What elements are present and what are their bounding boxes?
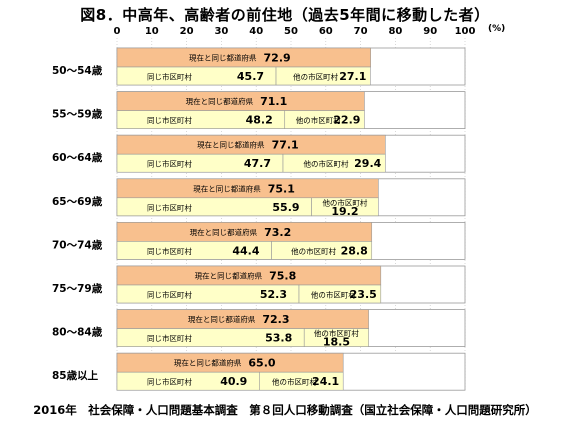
same-city-label: 同じ市区町村 <box>147 333 192 343</box>
other-city-value: 28.8 <box>341 244 368 257</box>
tick-label: 20 <box>180 26 194 37</box>
tick-label: 40 <box>249 26 263 37</box>
same-city-label: 同じ市区町村 <box>147 159 192 169</box>
tick-label: 60 <box>319 26 333 37</box>
same-city-label: 同じ市区町村 <box>147 246 192 256</box>
prefecture-label: 現在と同じ都道府県 <box>189 53 257 63</box>
other-city-label: 他の市区町村 <box>322 197 367 207</box>
prefecture-value: 75.8 <box>269 270 296 283</box>
same-city-value: 45.7 <box>237 70 264 83</box>
other-city-value: 24.1 <box>312 375 339 388</box>
same-city-value: 48.2 <box>246 114 273 127</box>
tick-label: 10 <box>145 26 159 37</box>
prefecture-label: 現在と同じ都道府県 <box>197 140 265 150</box>
category-label: 50～54歳 <box>52 64 103 77</box>
prefecture-value: 71.1 <box>260 95 287 108</box>
other-city-label: 他の市区町村 <box>303 159 348 169</box>
bar-row: 50～54歳 現在と同じ都道府県 72.9 同じ市区町村 45.7 他の市区町村 27.1 <box>52 47 466 86</box>
prefecture-value: 72.3 <box>262 313 289 326</box>
prefecture-label: 現在と同じ都道府県 <box>193 183 261 193</box>
prefecture-label: 現在と同じ都道府県 <box>186 96 254 106</box>
category-label: 80～84歳 <box>52 326 103 339</box>
same-city-label: 同じ市区町村 <box>147 202 192 212</box>
other-city-label: 他の市区町村 <box>311 290 356 300</box>
category-label: 70～74歳 <box>52 238 103 251</box>
unit-label: (%) <box>488 24 505 34</box>
other-city-label: 他の市区町村 <box>296 115 341 125</box>
other-city-bar <box>282 153 386 173</box>
tick-label: 50 <box>284 26 298 37</box>
other-city-value: 19.2 <box>331 205 358 218</box>
prefecture-value: 75.1 <box>268 182 295 195</box>
other-city-value: 18.5 <box>323 336 350 349</box>
other-city-bar <box>259 371 344 391</box>
tick-label: 70 <box>354 26 368 37</box>
category-label: 85歳以上 <box>52 369 99 382</box>
category-label: 75～79歳 <box>52 282 103 295</box>
same-city-value: 47.7 <box>244 157 271 170</box>
other-city-label: 他の市区町村 <box>314 328 359 338</box>
source-note: 2016年 社会保障・人口問題基本調査 第８回人口移動調査（国立社会保障・人口問… <box>33 403 537 417</box>
other-city-label: 他の市区町村 <box>272 377 317 387</box>
tick-label: 100 <box>455 26 476 37</box>
same-city-value: 55.9 <box>272 201 299 214</box>
prefecture-value: 65.0 <box>248 357 275 370</box>
other-city-label: 他の市区町村 <box>291 246 336 256</box>
prefecture-value: 73.2 <box>264 226 291 239</box>
other-city-bar <box>303 328 369 347</box>
prefecture-label: 現在と同じ都道府県 <box>188 314 256 324</box>
same-city-value: 40.9 <box>220 375 247 388</box>
same-city-label: 同じ市区町村 <box>147 115 192 125</box>
tick-label: 90 <box>423 26 437 37</box>
other-city-bar <box>284 110 365 129</box>
bar-row: 60～64歳 現在と同じ都道府県 77.1 同じ市区町村 47.7 他の市区町村 29.4 <box>52 134 466 173</box>
same-city-value: 53.8 <box>265 332 292 345</box>
other-city-bar <box>298 284 382 304</box>
same-city-value: 44.4 <box>232 244 259 257</box>
tick-label: 80 <box>388 26 402 37</box>
other-city-value: 23.5 <box>350 288 377 301</box>
prefecture-value: 72.9 <box>264 52 291 65</box>
same-city-label: 同じ市区町村 <box>147 72 192 82</box>
prefecture-label: 現在と同じ都道府県 <box>195 271 263 281</box>
same-city-value: 52.3 <box>260 288 287 301</box>
other-city-bar <box>275 66 371 86</box>
bar-row: 70～74歳 現在と同じ都道府県 73.2 同じ市区町村 44.4 他の市区町村 28.8 <box>52 221 466 260</box>
category-label: 65～69歳 <box>52 195 103 208</box>
x-axis-ticks: 0 10 20 30 40 50 60 70 80 90 100 <box>114 26 476 37</box>
prefecture-value: 77.1 <box>272 139 299 152</box>
other-city-value: 29.4 <box>354 157 381 170</box>
chart-title: 図8．中高年、高齢者の前住地（過去5年間に移動した者） <box>80 6 490 24</box>
tick-label: 0 <box>114 26 121 37</box>
same-city-label: 同じ市区町村 <box>147 377 192 387</box>
other-city-value: 22.9 <box>333 114 360 127</box>
prefecture-label: 現在と同じ都道府県 <box>190 227 258 237</box>
prefecture-label: 現在と同じ都道府県 <box>174 358 242 368</box>
category-label: 55～59歳 <box>52 108 103 121</box>
other-city-bar <box>311 197 379 217</box>
category-label: 60～64歳 <box>52 151 103 164</box>
same-city-label: 同じ市区町村 <box>147 290 192 300</box>
tick-label: 30 <box>214 26 228 37</box>
other-city-label: 他の市区町村 <box>293 72 338 82</box>
other-city-value: 27.1 <box>339 70 366 83</box>
other-city-bar <box>271 241 373 260</box>
